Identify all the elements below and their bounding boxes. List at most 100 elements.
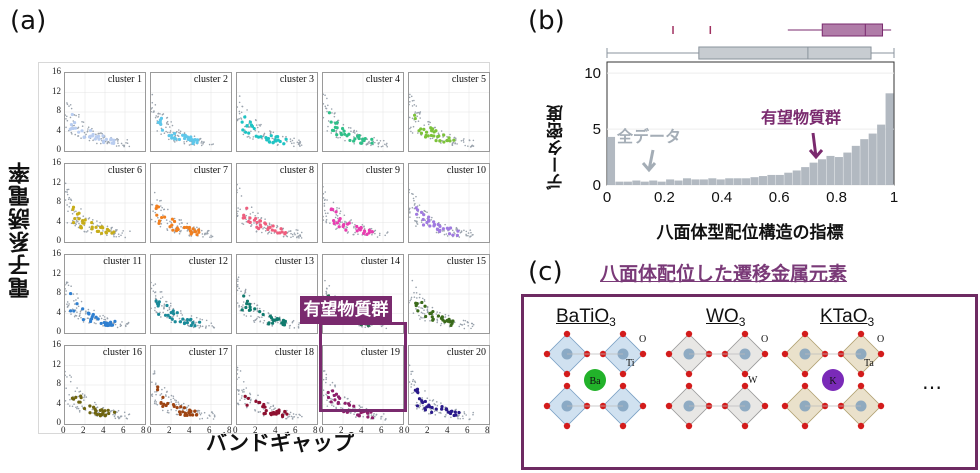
background-point xyxy=(199,318,201,320)
background-point xyxy=(357,233,359,235)
background-point xyxy=(166,228,168,230)
cluster-point xyxy=(172,219,177,224)
background-point xyxy=(249,392,251,395)
cluster-point xyxy=(69,291,73,296)
background-point xyxy=(418,296,421,299)
cluster-point xyxy=(102,320,106,325)
background-point xyxy=(179,130,182,133)
cluster-point xyxy=(195,141,199,145)
background-point xyxy=(118,417,120,420)
x-tick: 0 xyxy=(603,189,611,206)
cluster-point xyxy=(89,317,93,322)
background-point xyxy=(190,143,192,146)
background-point xyxy=(266,402,269,404)
cluster-plot: cluster 5 xyxy=(408,72,490,152)
background-point xyxy=(289,138,292,140)
cluster-point xyxy=(243,216,247,220)
cluster-point xyxy=(284,137,288,141)
background-point xyxy=(325,381,327,384)
background-point xyxy=(462,141,465,143)
background-point xyxy=(154,399,157,402)
background-point xyxy=(256,126,259,129)
background-point xyxy=(241,105,244,108)
background-point xyxy=(454,142,456,145)
background-point xyxy=(299,140,301,143)
cluster-point xyxy=(112,230,116,234)
cluster-point xyxy=(69,309,73,313)
background-point xyxy=(298,322,301,324)
background-point xyxy=(179,230,181,233)
background-point xyxy=(458,236,461,238)
cluster-point xyxy=(448,139,452,143)
cluster-point xyxy=(161,404,165,409)
cluster-point xyxy=(191,227,195,231)
background-point xyxy=(416,205,419,207)
background-point xyxy=(237,183,238,186)
panel-a-label: (a) xyxy=(10,6,47,36)
cluster-point xyxy=(264,409,268,413)
background-point xyxy=(258,124,260,126)
background-point xyxy=(166,411,169,414)
cluster-point xyxy=(370,230,374,234)
background-point xyxy=(151,101,154,104)
background-point xyxy=(261,231,263,234)
background-point xyxy=(470,235,472,238)
background-point xyxy=(237,207,239,209)
background-point xyxy=(253,321,256,323)
background-point xyxy=(413,204,416,206)
background-point xyxy=(66,119,69,122)
cluster-plot: cluster 11 xyxy=(64,254,146,334)
background-point xyxy=(293,415,296,418)
cluster-point xyxy=(271,141,275,145)
background-point xyxy=(463,323,466,326)
cluster-point xyxy=(258,310,262,314)
background-point xyxy=(339,136,341,139)
cluster-label: cluster 1 xyxy=(107,74,142,85)
background-point xyxy=(288,415,290,418)
background-point xyxy=(385,327,388,330)
cluster-point xyxy=(156,205,161,209)
background-point xyxy=(70,376,73,378)
background-point xyxy=(426,211,428,214)
background-point xyxy=(240,195,243,197)
background-point xyxy=(444,223,446,226)
background-point xyxy=(238,376,240,379)
background-point xyxy=(79,312,81,315)
background-point xyxy=(245,315,248,317)
background-point xyxy=(447,314,450,317)
background-point xyxy=(185,140,188,143)
cluster-point xyxy=(271,321,275,325)
background-point xyxy=(255,318,258,321)
background-point xyxy=(170,408,173,411)
background-point xyxy=(200,140,203,143)
background-point xyxy=(464,319,467,322)
cluster-point xyxy=(159,400,163,405)
cluster-point xyxy=(95,412,99,417)
cluster-point xyxy=(243,130,248,134)
cluster-point xyxy=(259,225,263,229)
cluster-point xyxy=(339,131,343,135)
cluster-point xyxy=(413,116,417,121)
background-point xyxy=(116,137,118,140)
background-point xyxy=(75,221,78,223)
background-point xyxy=(292,416,294,418)
background-point xyxy=(162,208,165,211)
oxygen-atom xyxy=(877,402,885,410)
cluster-point xyxy=(445,408,449,412)
background-point xyxy=(288,230,290,233)
background-point xyxy=(158,200,161,202)
cluster-point xyxy=(423,135,428,139)
cluster-point xyxy=(367,228,372,232)
background-point xyxy=(386,145,389,148)
background-point xyxy=(178,219,181,221)
cluster-point xyxy=(430,410,434,414)
background-point xyxy=(81,405,83,407)
background-point xyxy=(330,397,332,400)
background-point xyxy=(200,144,203,147)
background-point xyxy=(270,405,272,408)
background-point xyxy=(161,388,163,391)
background-point xyxy=(323,202,326,205)
background-point xyxy=(76,293,78,295)
background-point xyxy=(155,393,157,396)
cluster-point xyxy=(423,408,428,412)
